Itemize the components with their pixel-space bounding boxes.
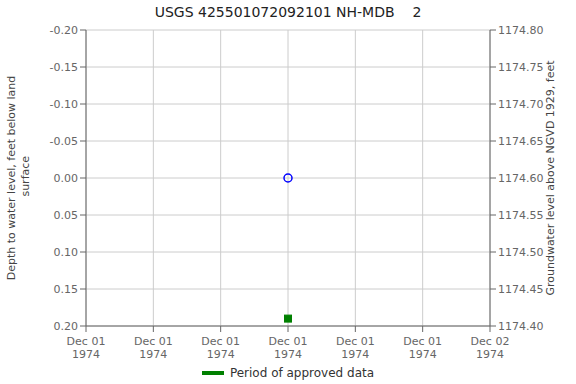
svg-text:Dec 011974: Dec 011974 [201, 335, 240, 361]
svg-text:0.15: 0.15 [54, 283, 79, 296]
svg-text:0.00: 0.00 [54, 172, 79, 185]
svg-text:0.10: 0.10 [54, 246, 79, 259]
svg-text:1174.60: 1174.60 [498, 172, 544, 185]
svg-text:0.05: 0.05 [54, 209, 79, 222]
svg-text:1174.75: 1174.75 [498, 61, 544, 74]
svg-text:0.20: 0.20 [54, 320, 79, 333]
svg-text:-0.15: -0.15 [50, 61, 78, 74]
svg-text:-0.10: -0.10 [50, 98, 78, 111]
svg-text:1174.65: 1174.65 [498, 135, 544, 148]
svg-text:Dec 021974: Dec 021974 [471, 335, 510, 361]
svg-text:Depth to water level, feet bel: Depth to water level, feet below land su… [8, 76, 32, 281]
svg-text:1174.45: 1174.45 [498, 283, 544, 296]
html-text:Period of approved data: Period of approved data [229, 366, 375, 380]
html-text:USGS 425501072092101 NH-MDB 2: USGS 425501072092101 NH-MDB 2 [154, 4, 422, 20]
svg-text:Dec 011974: Dec 011974 [67, 335, 106, 361]
svg-text:1174.50: 1174.50 [498, 246, 544, 259]
svg-text:-0.20: -0.20 [50, 24, 78, 37]
svg-text:1174.80: 1174.80 [498, 24, 544, 37]
svg-text:-0.05: -0.05 [50, 135, 78, 148]
svg-text:Dec 011974: Dec 011974 [134, 335, 173, 361]
svg-text:Dec 011974: Dec 011974 [336, 335, 375, 361]
svg-text:1174.55: 1174.55 [498, 209, 544, 222]
svg-text:Dec 011974: Dec 011974 [403, 335, 442, 361]
svg-text:1174.70: 1174.70 [498, 98, 544, 111]
svg-text:Dec 011974: Dec 011974 [269, 335, 308, 361]
svg-text:Groundwater level above NGVD 1: Groundwater level above NGVD 1929, feet [544, 60, 557, 296]
svg-text:1174.40: 1174.40 [498, 320, 544, 333]
